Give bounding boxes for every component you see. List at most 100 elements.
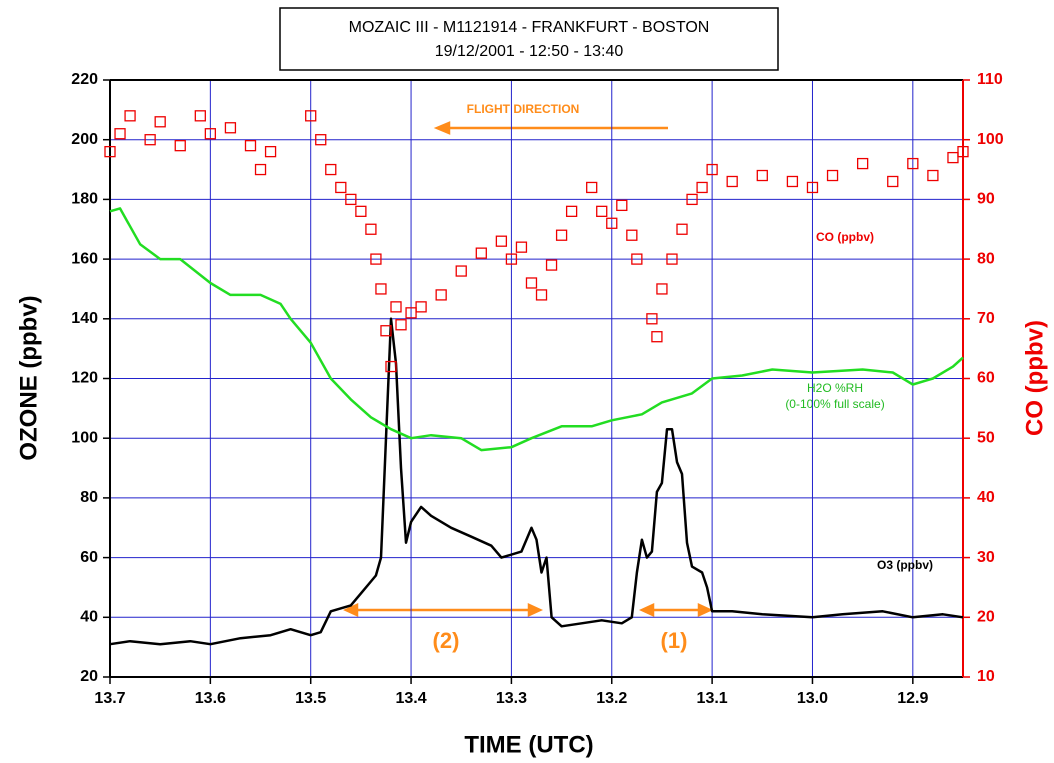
co-marker (515, 241, 528, 253)
co-marker (706, 163, 718, 176)
co-marker (475, 247, 487, 259)
x-tick-label: 13.2 (596, 690, 627, 707)
arrow-head (342, 603, 544, 617)
co-marker (325, 163, 337, 176)
y2-tick-label: 90 (977, 191, 995, 208)
x-tick-label: 13.5 (295, 690, 326, 707)
co-marker (666, 253, 678, 265)
arrow-head (433, 121, 451, 135)
co-marker (525, 277, 538, 289)
co-marker (380, 325, 392, 337)
arrow-head (638, 603, 714, 617)
co-marker (455, 265, 467, 277)
co-marker (676, 223, 688, 235)
co-marker (365, 223, 377, 235)
co-marker (505, 253, 518, 265)
series-line (109, 317, 964, 646)
arrows (342, 121, 714, 617)
x-tick-label: 13.3 (496, 690, 527, 707)
title-box (279, 7, 779, 71)
co-marker (826, 169, 839, 182)
co-marker (656, 283, 668, 295)
co-marker (616, 199, 628, 212)
series-label: H2O %RH (807, 381, 863, 395)
x-tick-label: 13.0 (797, 690, 828, 707)
y2-tick-label: 40 (977, 489, 995, 506)
co-marker (390, 301, 402, 313)
co-marker (415, 301, 427, 313)
co-marker (545, 259, 558, 271)
co-marker (315, 134, 327, 146)
x-tick-label: 13.4 (395, 690, 426, 707)
y-tick-label: 100 (71, 429, 98, 446)
co-marker (204, 128, 217, 140)
co-marker (887, 175, 899, 188)
co-marker (305, 110, 317, 122)
annotation: (2) (433, 628, 460, 653)
y-tick-label: 60 (80, 549, 98, 566)
co-marker (631, 253, 643, 265)
co-marker (335, 181, 347, 194)
co-marker (856, 157, 869, 170)
y-axis-label: OZONE (ppbv) (15, 295, 42, 460)
y-tick-label: 140 (71, 310, 98, 327)
co-marker (786, 175, 799, 188)
co-marker (385, 360, 397, 373)
co-marker (555, 229, 568, 241)
co-marker (646, 313, 658, 325)
x-tick-label: 13.6 (195, 690, 226, 707)
x-tick-label: 13.1 (697, 690, 728, 707)
co-marker (535, 289, 548, 301)
co-marker (927, 169, 939, 182)
co-marker (395, 319, 407, 331)
co-marker (957, 145, 969, 158)
co-marker (370, 253, 382, 265)
co-marker (686, 193, 698, 206)
chart-title: MOZAIC III - M1121914 - FRANKFURT - BOST… (349, 19, 710, 36)
y2-tick-label: 20 (977, 609, 995, 626)
y-tick-label: 40 (80, 609, 98, 626)
co-marker (224, 122, 237, 134)
co-marker (726, 175, 738, 188)
co-marker (586, 181, 598, 194)
co-marker (264, 145, 277, 158)
y2-tick-label: 110 (977, 71, 1003, 88)
co-marker (114, 128, 126, 140)
y-tick-label: 200 (71, 131, 98, 148)
co-marker (626, 229, 638, 241)
co-marker (565, 205, 578, 217)
y2-axis-label: CO (ppbv) (1021, 320, 1048, 436)
y2-tick-label: 60 (977, 370, 995, 387)
chart-subtitle: 19/12/2001 - 12:50 - 13:40 (435, 43, 624, 60)
y2-tick-label: 70 (977, 310, 995, 327)
co-marker (651, 331, 663, 343)
co-marker (254, 163, 267, 176)
annotation: (1) (661, 628, 688, 653)
x-axis-label: TIME (UTC) (464, 731, 593, 758)
y-tick-label: 180 (71, 191, 98, 208)
co-marker (345, 193, 357, 206)
co-marker (124, 110, 136, 122)
y2-tick-label: 30 (977, 549, 995, 566)
co-marker (104, 145, 116, 158)
co-marker (947, 151, 959, 164)
co-marker (355, 205, 367, 217)
series-label: O3 (ppbv) (877, 558, 933, 572)
y-tick-label: 80 (80, 489, 98, 506)
y-tick-label: 160 (71, 250, 98, 267)
co-marker (405, 307, 417, 319)
y2-tick-label: 50 (977, 429, 995, 446)
series-label: CO (ppbv) (816, 230, 874, 244)
co-marker (244, 140, 257, 152)
y2-tick-label: 10 (977, 668, 995, 685)
co-marker (606, 217, 618, 229)
co-marker (435, 289, 447, 301)
co-marker (756, 169, 768, 182)
series-line (109, 207, 964, 452)
y-tick-label: 120 (71, 370, 98, 387)
co-marker (144, 134, 156, 146)
annotation: FLIGHT DIRECTION (467, 102, 580, 116)
co-marker (375, 283, 387, 295)
y-tick-label: 220 (71, 71, 98, 88)
